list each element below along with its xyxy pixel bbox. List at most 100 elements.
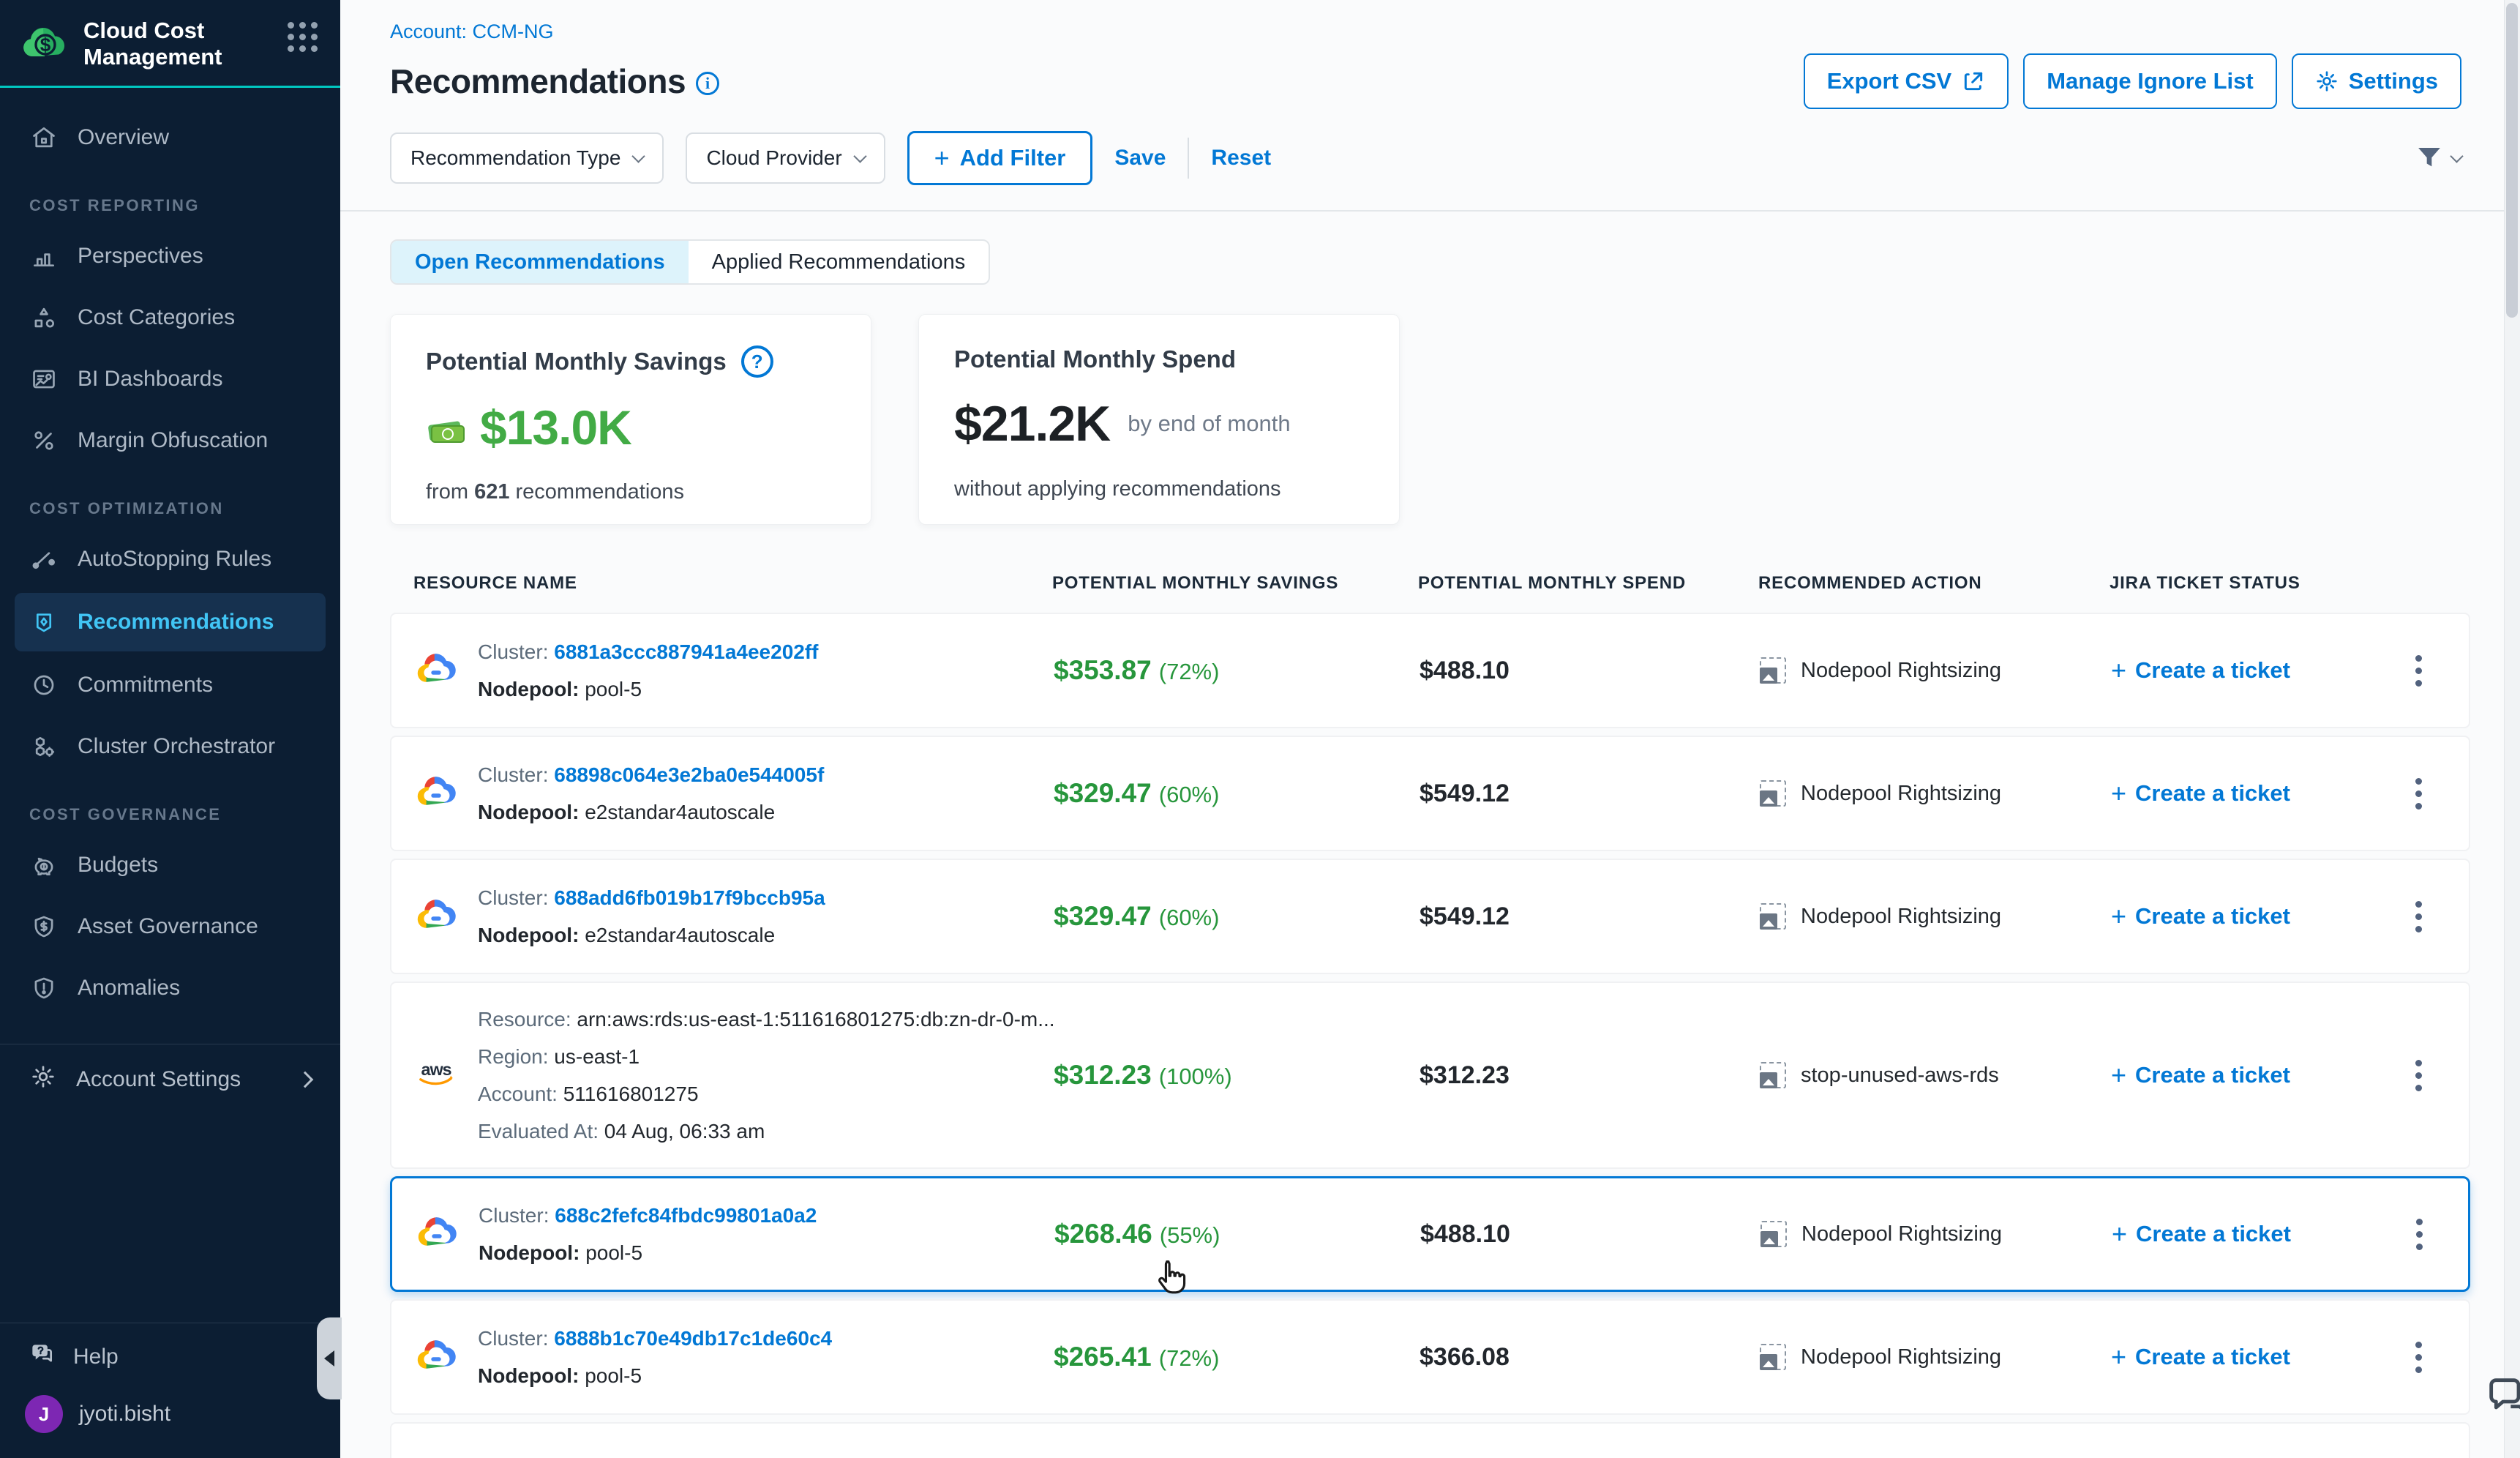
save-filter-link[interactable]: Save xyxy=(1114,146,1166,171)
sidebar-item-recommendations[interactable]: Recommendations xyxy=(15,593,326,651)
info-icon[interactable]: i xyxy=(696,72,719,95)
sidebar-item-perspectives[interactable]: Perspectives xyxy=(0,225,340,287)
add-filter-button[interactable]: + Add Filter xyxy=(907,131,1093,185)
potential-monthly-spend-card: Potential Monthly Spend $21.2K by end of… xyxy=(918,314,1400,525)
table-body: Cluster: 6881a3ccc887941a4ee202ff Nodepo… xyxy=(390,613,2470,1458)
scrollbar-thumb[interactable] xyxy=(2506,3,2518,318)
sidebar-item-autostopping-rules[interactable]: AutoStopping Rules xyxy=(0,528,340,590)
table-row[interactable]: Cluster: 688c2fefc84fbdc99801a0a2 Nodepo… xyxy=(390,1176,2470,1292)
create-ticket-link[interactable]: +Create a ticket xyxy=(2111,778,2367,809)
tab-open-recommendations[interactable]: Open Recommendations xyxy=(391,241,689,283)
table-row[interactable]: Cluster: 6888b1c70e49db17c1de60c4 Nodepo… xyxy=(390,1299,2470,1415)
row-menu-icon[interactable] xyxy=(2408,648,2429,694)
export-csv-button[interactable]: Export CSV xyxy=(1804,53,2009,109)
resource-value: e2standar4autoscale xyxy=(585,801,775,823)
row-menu-icon[interactable] xyxy=(2408,1053,2429,1099)
table-header-row: RESOURCE NAME POTENTIAL MONTHLY SAVINGS … xyxy=(390,563,2470,613)
svg-text:aws: aws xyxy=(421,1060,452,1079)
resource-line: Account: 511616801275 xyxy=(478,1081,1055,1107)
sidebar-item-help[interactable]: Help xyxy=(0,1323,340,1391)
recommendation-type-dropdown[interactable]: Recommendation Type xyxy=(390,132,664,184)
chevron-down-icon xyxy=(853,149,866,162)
gcp-icon xyxy=(415,651,457,691)
help-chat-icon xyxy=(28,1340,56,1374)
gear-icon xyxy=(29,1063,57,1096)
gcp-icon xyxy=(415,774,457,814)
cluster-link[interactable]: 68898c064e3e2ba0e544005f xyxy=(554,763,824,786)
help-circle-icon[interactable]: ? xyxy=(741,345,773,378)
sidebar-item-cost-categories[interactable]: Cost Categories xyxy=(0,287,340,348)
aws-icon: aws xyxy=(415,1055,457,1096)
cluster-icon xyxy=(29,732,59,761)
sidebar-item-account-settings[interactable]: Account Settings xyxy=(0,1044,340,1115)
table-row[interactable]: aws Resource: arn:aws:rds:us-east-1:5116… xyxy=(390,982,2470,1169)
cluster-link[interactable]: 688c2fefc84fbdc99801a0a2 xyxy=(555,1204,817,1227)
sidebar-item-asset-governance[interactable]: Asset Governance xyxy=(0,896,340,957)
table-row[interactable]: Cluster: 688add6fb019b17f9bccb95a Nodepo… xyxy=(390,859,2470,974)
resource-line: Cluster: 68898c064e3e2ba0e544005f xyxy=(478,762,824,788)
sidebar-item-anomalies[interactable]: Anomalies xyxy=(0,957,340,1019)
row-menu-icon[interactable] xyxy=(2408,1334,2429,1380)
sidebar-item-margin-obfuscation[interactable]: Margin Obfuscation xyxy=(0,410,340,471)
cluster-link[interactable]: 6888b1c70e49db17c1de60c4 xyxy=(554,1327,832,1350)
rightsizing-icon xyxy=(1760,780,1786,807)
col-potential-monthly-spend: POTENTIAL MONTHLY SPEND xyxy=(1418,573,1758,594)
create-ticket-link[interactable]: +Create a ticket xyxy=(2111,901,2367,932)
app-title: Cloud Cost Management xyxy=(83,18,273,70)
filter-bar: Recommendation Type Cloud Provider + Add… xyxy=(340,109,2520,212)
sidebar-collapse-handle[interactable] xyxy=(317,1317,342,1399)
row-menu-icon[interactable] xyxy=(2409,1211,2430,1257)
potential-monthly-savings-card: Potential Monthly Savings ? $13.0K from … xyxy=(390,314,871,525)
sidebar: $ Cloud Cost Management OverviewCOST REP… xyxy=(0,0,340,1458)
cluster-link[interactable]: 688add6fb019b17f9bccb95a xyxy=(554,886,825,909)
money-icon xyxy=(426,411,467,444)
resource-line: Nodepool: e2standar4autoscale xyxy=(478,922,825,948)
action-label: Nodepool Rightsizing xyxy=(1801,659,2001,683)
tab-applied-recommendations[interactable]: Applied Recommendations xyxy=(689,241,989,283)
recommended-action-cell: Nodepool Rightsizing xyxy=(1760,657,2111,684)
recommended-action-cell: Nodepool Rightsizing xyxy=(1760,780,2111,807)
gcp-icon xyxy=(415,897,457,937)
cloud-provider-dropdown[interactable]: Cloud Provider xyxy=(686,132,885,184)
settings-button[interactable]: Settings xyxy=(2292,53,2461,109)
rightsizing-icon xyxy=(1760,657,1786,684)
potential-savings-value: $312.23(100%) xyxy=(1054,1060,1420,1091)
sidebar-section-label: COST REPORTING xyxy=(0,168,340,225)
create-ticket-link[interactable]: +Create a ticket xyxy=(2111,1060,2367,1091)
scrollbar-track[interactable] xyxy=(2504,0,2520,1458)
resource-line: Resource: arn:aws:rds:us-east-1:51161680… xyxy=(478,1006,1055,1032)
summary-cards: Potential Monthly Savings ? $13.0K from … xyxy=(390,314,2520,525)
cluster-link[interactable]: 6881a3ccc887941a4ee202ff xyxy=(554,640,818,663)
sidebar-item-bi-dashboards[interactable]: BI Dashboards xyxy=(0,348,340,410)
account-breadcrumb[interactable]: Account: CCM-NG xyxy=(390,20,2461,43)
table-row[interactable]: Cluster: 6886e92f59a48cad86b5b1c6 $244.0… xyxy=(390,1422,2470,1458)
savings-value: $13.0K xyxy=(480,400,631,455)
sidebar-item-budgets[interactable]: Budgets xyxy=(0,834,340,896)
create-ticket-link[interactable]: +Create a ticket xyxy=(2112,1219,2368,1249)
reset-filter-link[interactable]: Reset xyxy=(1211,146,1271,171)
row-menu-icon[interactable] xyxy=(2408,894,2429,940)
create-ticket-link[interactable]: +Create a ticket xyxy=(2111,655,2367,686)
row-menu-icon[interactable] xyxy=(2408,771,2429,817)
module-switcher-icon[interactable] xyxy=(288,22,321,56)
create-ticket-link[interactable]: +Create a ticket xyxy=(2111,1342,2367,1372)
funnel-icon xyxy=(2414,143,2445,173)
sidebar-item-commitments[interactable]: Commitments xyxy=(0,654,340,716)
sidebar-item-cluster-orchestrator[interactable]: Cluster Orchestrator xyxy=(0,716,340,777)
filter-panel-toggle[interactable] xyxy=(2414,143,2461,173)
sidebar-item-overview[interactable]: Overview xyxy=(0,107,340,168)
resource-cell: Cluster: 688c2fefc84fbdc99801a0a2 Nodepo… xyxy=(392,1203,1054,1266)
user-profile[interactable]: J jyoti.bisht xyxy=(0,1391,340,1458)
table-row[interactable]: Cluster: 68898c064e3e2ba0e544005f Nodepo… xyxy=(390,736,2470,851)
avatar: J xyxy=(25,1395,63,1433)
chat-bubble-icon[interactable] xyxy=(2483,1372,2520,1423)
manage-ignore-list-button[interactable]: Manage Ignore List xyxy=(2023,53,2276,109)
recommendations-table: RESOURCE NAME POTENTIAL MONTHLY SAVINGS … xyxy=(390,563,2470,1458)
table-row[interactable]: Cluster: 6881a3ccc887941a4ee202ff Nodepo… xyxy=(390,613,2470,728)
recommendations-icon xyxy=(29,608,59,637)
rightsizing-icon xyxy=(1760,1062,1786,1088)
resource-line: Cluster: 6881a3ccc887941a4ee202ff xyxy=(478,639,819,665)
recommended-action-cell: Nodepool Rightsizing xyxy=(1760,1221,2112,1247)
chevron-right-icon xyxy=(297,1072,314,1088)
piggy-bank-icon xyxy=(29,850,59,880)
